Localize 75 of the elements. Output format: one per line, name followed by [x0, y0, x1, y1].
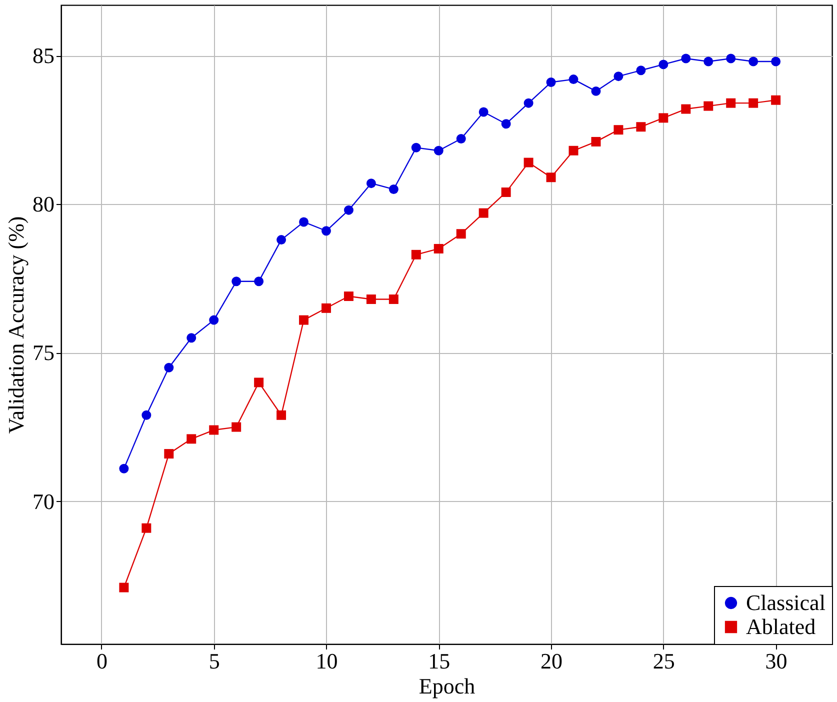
point — [164, 362, 174, 372]
point — [186, 434, 196, 444]
point — [142, 523, 152, 533]
point — [434, 244, 444, 254]
point — [411, 142, 421, 152]
point — [546, 78, 556, 88]
point — [366, 294, 376, 304]
point — [614, 125, 624, 135]
point — [276, 235, 286, 245]
point — [704, 56, 714, 66]
point — [434, 146, 444, 156]
point — [726, 98, 736, 108]
y-tick-label: 75 — [32, 340, 54, 366]
point — [591, 86, 601, 96]
point — [254, 378, 264, 388]
point — [524, 158, 534, 168]
point — [186, 333, 196, 343]
point — [119, 582, 129, 592]
point — [322, 303, 331, 313]
y-tick-label: 80 — [32, 192, 54, 217]
point — [524, 98, 534, 108]
point — [614, 72, 624, 82]
point — [209, 315, 219, 325]
point — [299, 315, 309, 325]
point — [771, 95, 781, 105]
point — [546, 172, 556, 182]
legend-label: Classical — [746, 590, 826, 615]
point — [658, 113, 668, 123]
point — [726, 54, 736, 64]
point — [456, 134, 466, 144]
point — [299, 217, 309, 227]
point — [142, 410, 152, 420]
point — [232, 276, 242, 286]
point — [748, 98, 758, 108]
x-tick-label: 20 — [540, 648, 563, 674]
point — [568, 146, 578, 156]
point — [254, 276, 264, 286]
x-axis-title: Epoch — [418, 674, 476, 698]
point — [478, 208, 488, 218]
point — [344, 205, 354, 215]
x-tick-label: 5 — [208, 648, 220, 674]
point — [411, 250, 421, 260]
point — [322, 226, 331, 236]
x-tick-label: 10 — [316, 648, 338, 674]
point — [388, 294, 398, 304]
point — [366, 178, 376, 188]
point — [771, 56, 781, 66]
point — [209, 425, 219, 435]
point — [388, 184, 398, 194]
point — [478, 107, 488, 117]
point — [568, 74, 578, 84]
point — [748, 56, 758, 66]
x-tick-label: 15 — [428, 648, 450, 674]
x-tick-label: 30 — [765, 648, 788, 674]
point — [501, 119, 511, 129]
point — [591, 136, 601, 146]
point — [636, 66, 646, 76]
point — [164, 449, 174, 459]
point — [681, 104, 691, 114]
y-axis-title: Validation Accuracy (%) — [4, 216, 28, 434]
point — [501, 188, 511, 197]
point — [276, 410, 286, 420]
point — [119, 464, 129, 474]
point — [681, 54, 691, 64]
point — [456, 229, 466, 239]
x-tick-label: 0 — [96, 648, 108, 674]
point — [658, 60, 668, 70]
legend-label: Ablated — [746, 614, 816, 639]
point — [704, 101, 714, 111]
y-tick-label: 70 — [32, 488, 54, 514]
point — [232, 422, 242, 432]
y-tick-label: 85 — [32, 43, 54, 68]
x-tick-label: 25 — [652, 648, 675, 674]
point — [636, 122, 646, 132]
point — [344, 292, 354, 302]
